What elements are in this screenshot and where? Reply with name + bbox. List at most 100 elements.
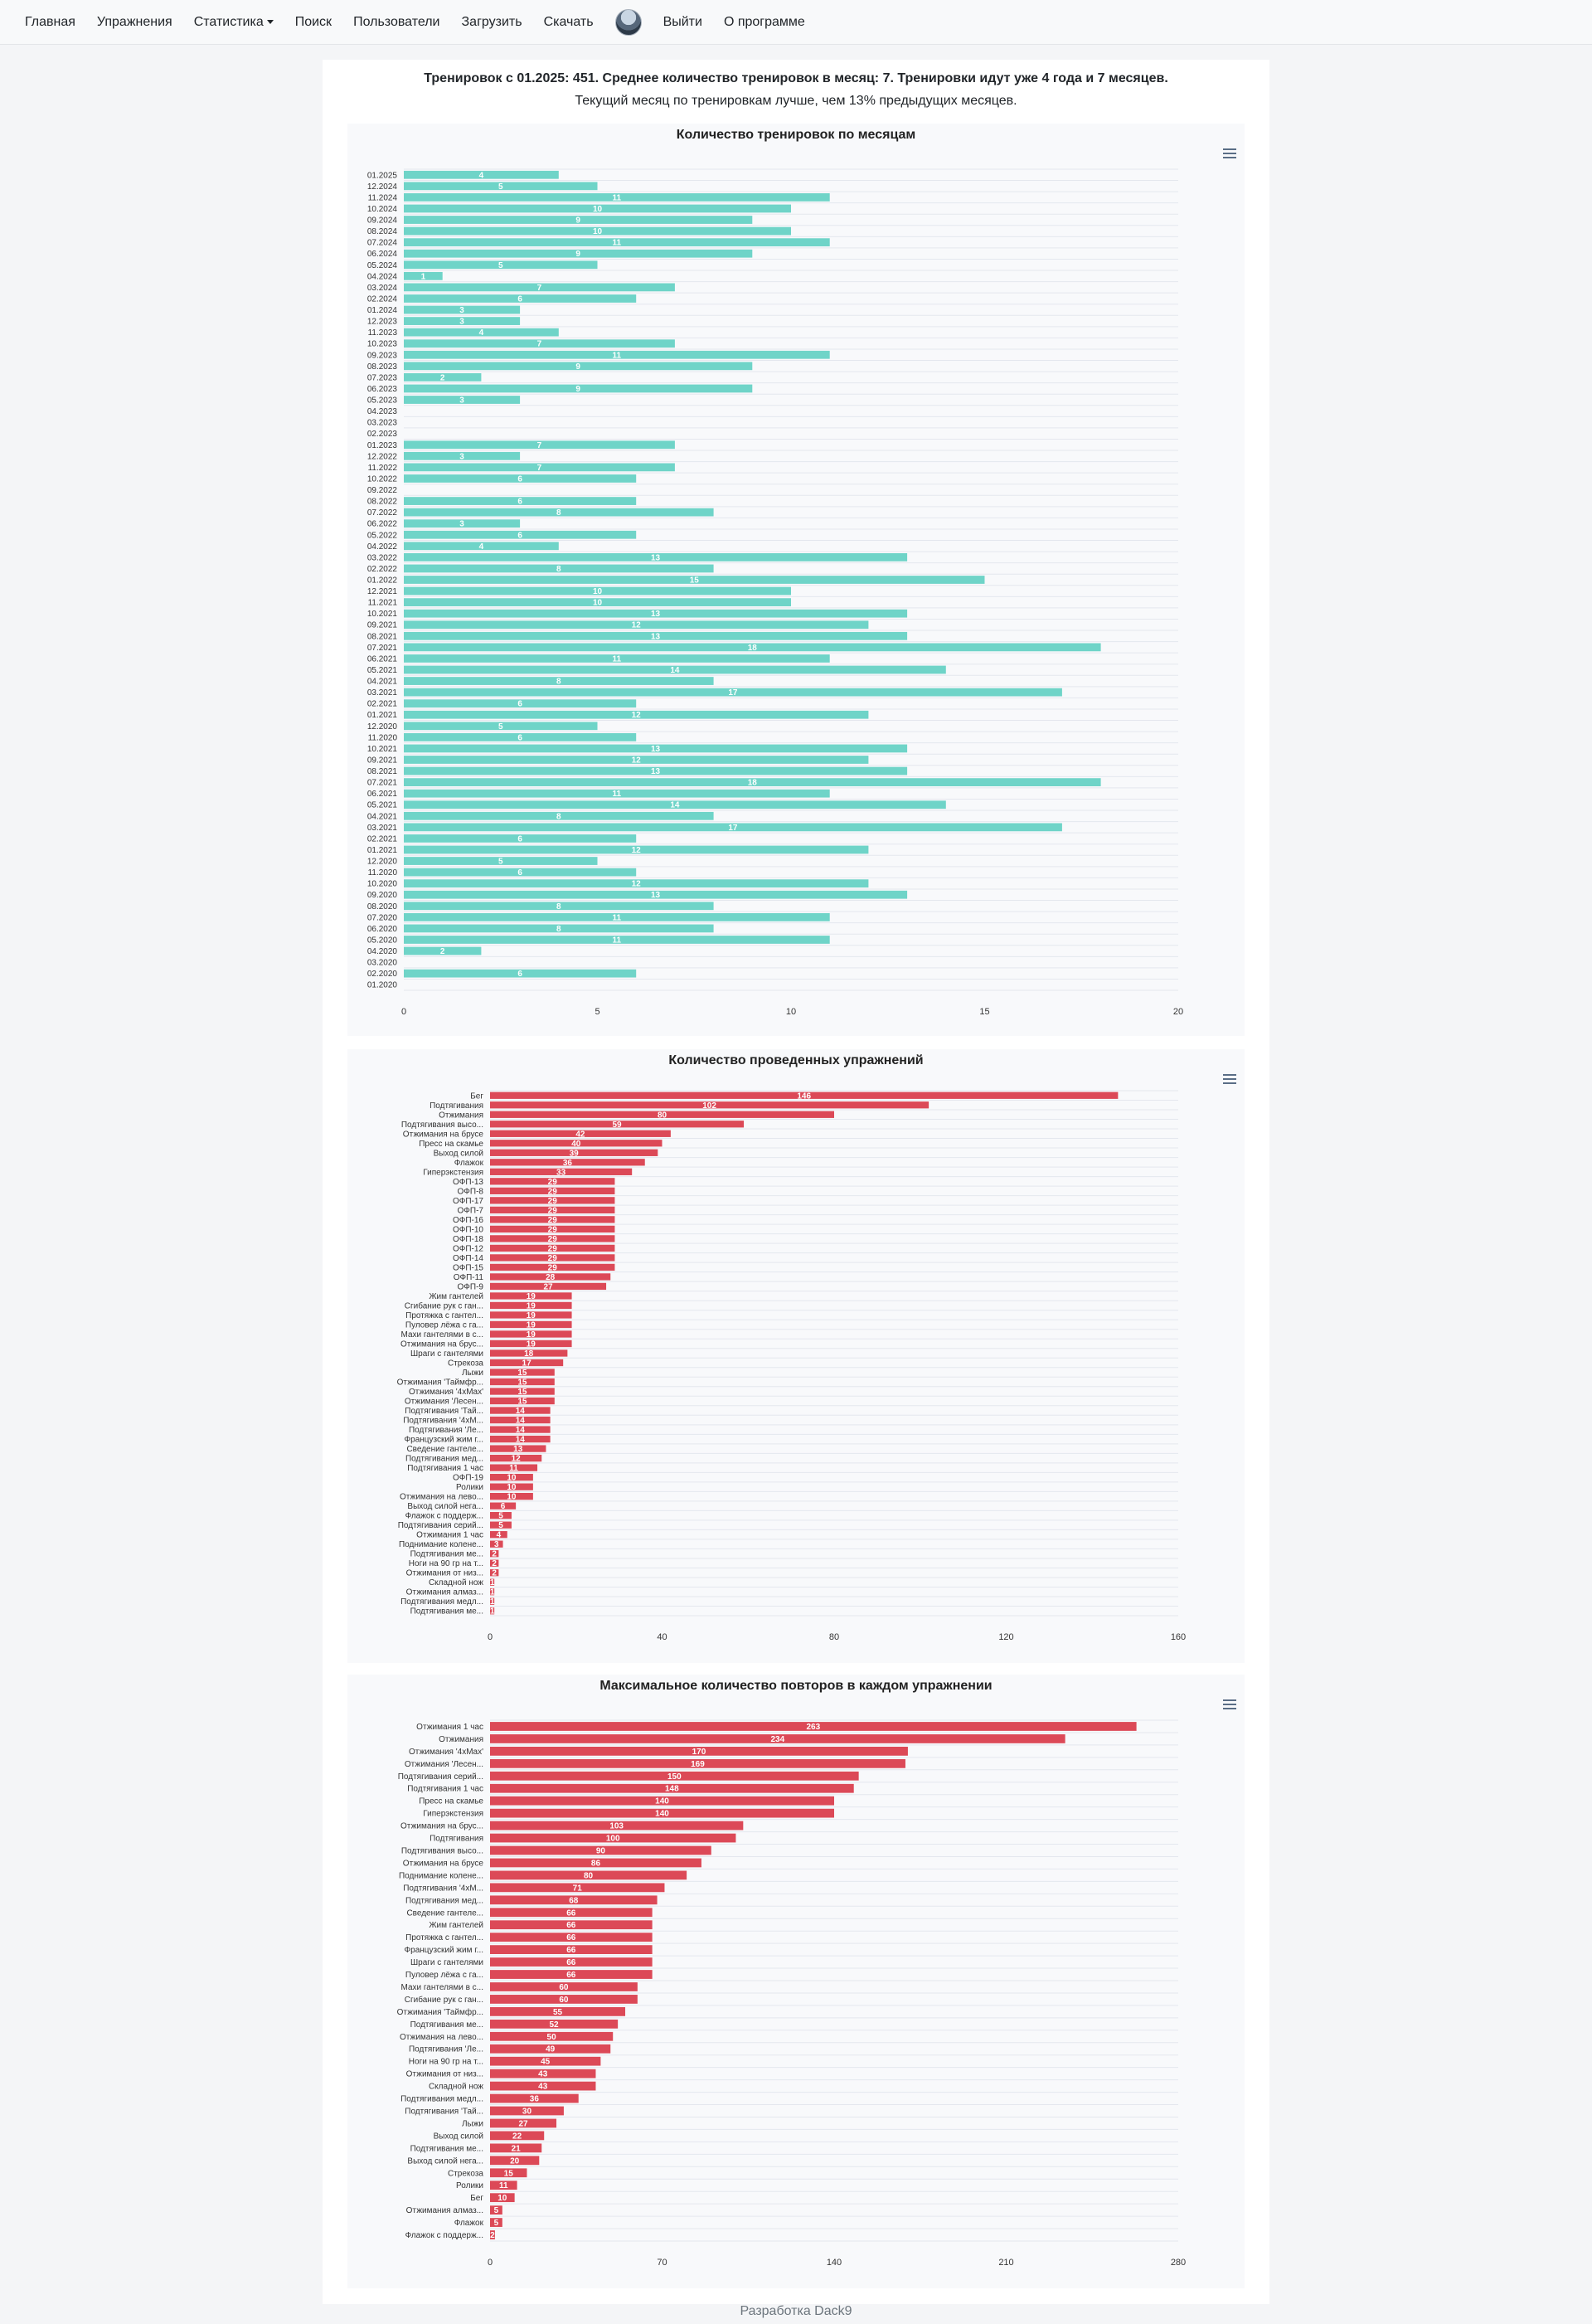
grid-lines — [490, 1090, 1178, 1617]
category-label: Отжимания на брусе — [403, 1129, 484, 1139]
bar-value-label: 60 — [559, 1996, 569, 2005]
category-label: Отжимания на брусе — [403, 1858, 484, 1868]
category-label: ОФП-13 — [453, 1178, 483, 1187]
bar-value-label: 42 — [575, 1130, 585, 1139]
category-label: 01.2024 — [367, 306, 398, 315]
category-label: 12.2022 — [367, 452, 398, 461]
category-label: ОФП-15 — [453, 1263, 483, 1272]
nav-download[interactable]: Скачать — [543, 14, 594, 29]
nav-stats-dropdown[interactable]: Статистика — [194, 15, 274, 30]
bar-value-label: 12 — [632, 711, 642, 720]
bar — [404, 857, 598, 865]
nav-about[interactable]: О программе — [723, 14, 805, 29]
bar-value-label: 169 — [691, 1760, 705, 1769]
category-label: Пресс на скамье — [419, 1140, 483, 1149]
category-label: Отжимания — [439, 1111, 483, 1120]
bar — [404, 688, 1062, 697]
category-label: 11.2022 — [368, 464, 398, 473]
category-label: ОФП-11 — [454, 1273, 484, 1282]
bar-value-label: 10 — [507, 1474, 517, 1483]
bar-value-label: 8 — [556, 902, 561, 912]
bar-value-label: 66 — [566, 1971, 576, 1980]
category-label: 08.2021 — [367, 767, 398, 776]
category-label: ОФП-17 — [453, 1197, 483, 1206]
category-label: 04.2021 — [367, 678, 398, 687]
avatar[interactable] — [614, 8, 642, 36]
bar — [490, 1783, 854, 1793]
bar-value-label: 8 — [556, 508, 561, 518]
bar-value-label: 10 — [593, 227, 603, 236]
category-label: 07.2023 — [367, 373, 398, 382]
category-label: Бег — [470, 2194, 483, 2203]
nav-home[interactable]: Главная — [25, 14, 75, 29]
category-label: Стрекоза — [448, 1359, 483, 1369]
nav-users[interactable]: Пользователи — [353, 14, 440, 29]
category-label: Ролики — [456, 1483, 483, 1492]
bar — [404, 305, 521, 314]
bar — [404, 182, 598, 191]
nav-search[interactable]: Поиск — [294, 14, 332, 29]
bar-value-label: 15 — [517, 1398, 527, 1407]
bar-value-label: 29 — [548, 1197, 558, 1206]
category-label: Подтягивания 'Ле... — [409, 2045, 483, 2054]
bar — [490, 1521, 512, 1529]
bar — [490, 1426, 551, 1433]
nav-upload[interactable]: Загрузить — [461, 14, 522, 29]
category-label: Сгибание рук с ган... — [405, 1995, 483, 2005]
bar-value-label: 5 — [498, 722, 503, 732]
bar — [490, 1920, 653, 1930]
bar-value-label: 19 — [527, 1301, 536, 1310]
bar-value-label: 19 — [527, 1311, 536, 1320]
bar-value-label: 4 — [479, 328, 484, 338]
category-label: 10.2020 — [367, 880, 398, 889]
bar — [404, 226, 791, 236]
summary-line-1: Тренировок с 01.2025: 451. Среднее колич… — [424, 71, 1168, 85]
bar — [404, 440, 675, 450]
x-tick-label: 10 — [786, 1007, 796, 1017]
bar-value-label: 15 — [517, 1388, 527, 1397]
bar — [404, 845, 869, 854]
bar-value-label: 18 — [748, 779, 758, 788]
category-label: 02.2023 — [367, 430, 398, 439]
category-label: 10.2023 — [367, 340, 398, 349]
category-label: Бег — [470, 1092, 483, 1101]
chart-menu-icon[interactable] — [1223, 148, 1236, 158]
chart-menu-icon[interactable] — [1223, 1074, 1236, 1084]
category-label: Жим гантелей — [429, 1921, 483, 1930]
nav-exercises[interactable]: Упражнения — [96, 14, 172, 29]
category-label: Протяжка с гантел... — [405, 1933, 483, 1942]
category-label: 07.2021 — [367, 779, 398, 788]
bar — [490, 1933, 653, 1942]
category-label: 08.2023 — [367, 362, 398, 372]
chart-menu-icon[interactable] — [1223, 1699, 1236, 1709]
nav-stats-label: Статистика — [193, 14, 264, 29]
bar — [404, 519, 521, 528]
nav-logout[interactable]: Выйти — [663, 14, 702, 29]
category-label: Сгибание рук с ган... — [405, 1301, 483, 1310]
category-label: Отжимания на брус... — [400, 1821, 483, 1831]
category-label: 01.2020 — [367, 981, 398, 990]
bar-value-label: 4 — [479, 542, 484, 552]
bar-value-label: 140 — [655, 1797, 669, 1806]
bar — [490, 1895, 658, 1905]
bar — [404, 924, 714, 933]
category-label: Отжимания на брус... — [400, 1339, 483, 1349]
bar — [490, 1359, 564, 1367]
bar — [404, 620, 869, 630]
bar-value-label: 8 — [556, 812, 561, 821]
bar — [404, 936, 830, 944]
category-label: Отжимания на лево... — [400, 1493, 483, 1502]
bar-value-label: 36 — [563, 1159, 573, 1168]
bar-value-label: 9 — [575, 362, 580, 372]
category-label: Отжимания 'Таймфр... — [397, 1378, 483, 1388]
category-label: Подтягивания 'Тай... — [405, 2108, 483, 2117]
bar-value-label: 140 — [655, 1810, 669, 1819]
bar — [404, 834, 637, 843]
category-label: 01.2021 — [367, 711, 398, 720]
category-label: 04.2024 — [367, 272, 398, 281]
category-label: Выход силой — [434, 1149, 483, 1158]
bar — [490, 1908, 653, 1918]
bar-value-label: 6 — [517, 868, 522, 878]
bar-value-label: 18 — [524, 1349, 534, 1359]
bar — [490, 2131, 545, 2141]
